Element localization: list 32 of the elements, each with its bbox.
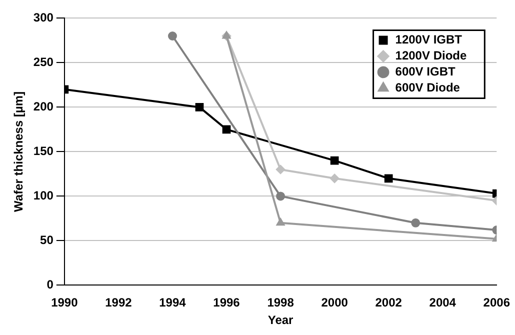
y-tick-label: 0 bbox=[46, 278, 54, 292]
x-tick-label: 1998 bbox=[267, 296, 294, 310]
point bbox=[222, 125, 231, 134]
x-tick-label: 2006 bbox=[483, 296, 510, 310]
point bbox=[276, 218, 285, 226]
point bbox=[168, 32, 177, 40]
point bbox=[276, 165, 286, 174]
point bbox=[276, 192, 286, 201]
point bbox=[330, 156, 339, 165]
x-tick-label: 1992 bbox=[105, 296, 132, 310]
y-tick-label: 150 bbox=[33, 144, 54, 158]
x-tick-label: 2004 bbox=[429, 296, 456, 310]
x-tick-label: 2002 bbox=[375, 296, 402, 310]
x-axis-title: Year bbox=[268, 313, 294, 328]
point bbox=[384, 174, 393, 183]
y-axis-title: Wafer thickness [µm] bbox=[12, 91, 26, 212]
legend-label: 1200V Diode bbox=[395, 48, 467, 63]
y-tick-label: 50 bbox=[40, 233, 54, 248]
y-tick-label: 100 bbox=[33, 188, 54, 203]
x-tick-label: 1994 bbox=[159, 296, 186, 310]
legend-label: 1200V IGBT bbox=[395, 32, 463, 47]
y-tick-label: 250 bbox=[33, 55, 54, 70]
legend-label: 600V Diode bbox=[395, 80, 460, 95]
point bbox=[195, 103, 204, 112]
y-tick-label: 300 bbox=[33, 10, 54, 25]
legend-label: 600V IGBT bbox=[395, 64, 456, 79]
x-tick-label: 1996 bbox=[213, 296, 240, 310]
x-tick-label: 2000 bbox=[321, 296, 348, 310]
x-tick-label: 1990 bbox=[51, 296, 78, 310]
point bbox=[411, 218, 420, 228]
point bbox=[330, 174, 340, 183]
y-tick-label: 200 bbox=[33, 100, 54, 114]
